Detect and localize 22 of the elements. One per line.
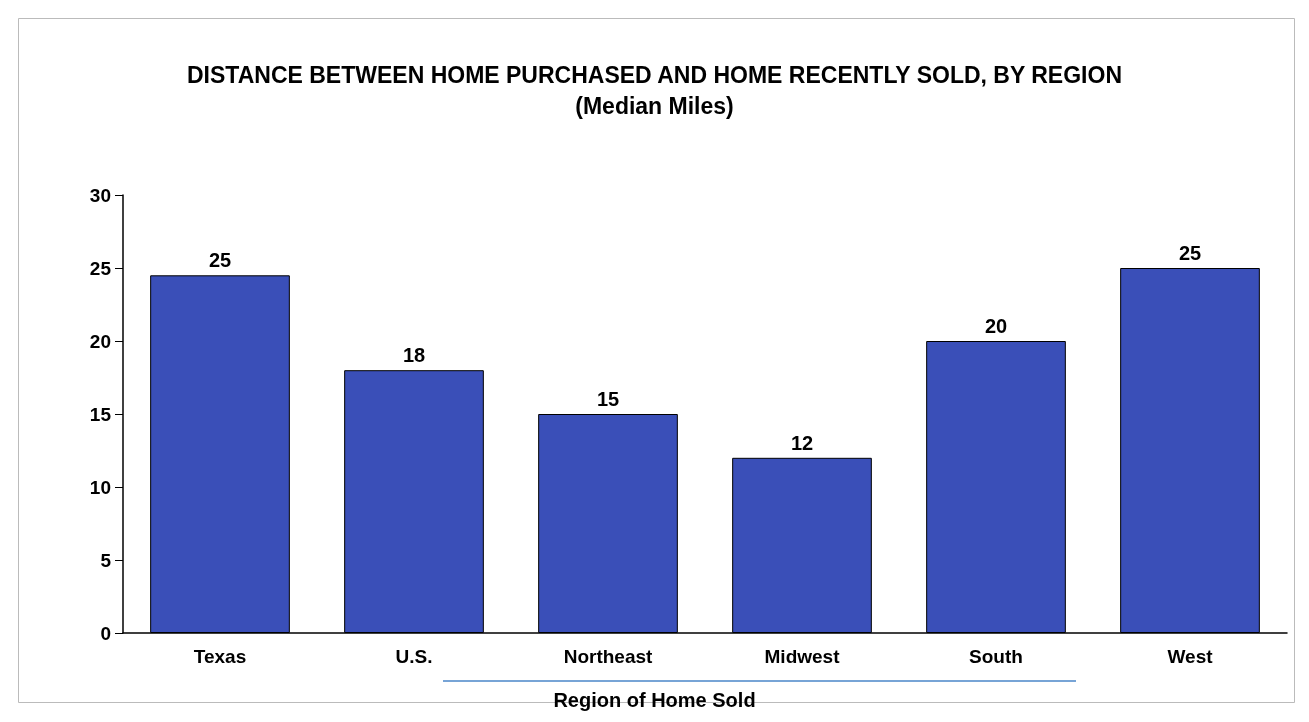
x-tick-label: South	[969, 646, 1023, 667]
data-label: 15	[596, 388, 620, 410]
chart-subtitle: (Median Miles)	[575, 92, 734, 119]
y-tick-label: 10	[89, 476, 111, 498]
x-tick-label: Northeast	[563, 646, 654, 667]
x-tick-label: U.S.	[395, 646, 433, 667]
y-tick-label: 25	[89, 257, 112, 279]
x-axis-title: Region of Home Sold	[553, 689, 756, 711]
data-label: 18	[402, 344, 426, 367]
y-tick-label: 15	[89, 403, 112, 425]
x-tick-label: Midwest	[764, 646, 841, 667]
data-label: 12	[790, 431, 814, 454]
x-tick-label: Texas	[193, 646, 247, 667]
data-label: 20	[984, 315, 1008, 337]
x-tick-label: West	[1167, 646, 1214, 667]
y-tick-label: 30	[89, 184, 111, 206]
chart-title: DISTANCE BETWEEN HOME PURCHASED AND HOME RECENTLY SOLD, BY REGION	[187, 61, 1122, 88]
y-tick-label: 0	[100, 622, 111, 644]
y-tick-label: 5	[100, 549, 112, 571]
data-label: 25	[208, 249, 232, 272]
y-tick-label: 20	[89, 330, 111, 352]
data-label: 25	[1178, 242, 1202, 264]
